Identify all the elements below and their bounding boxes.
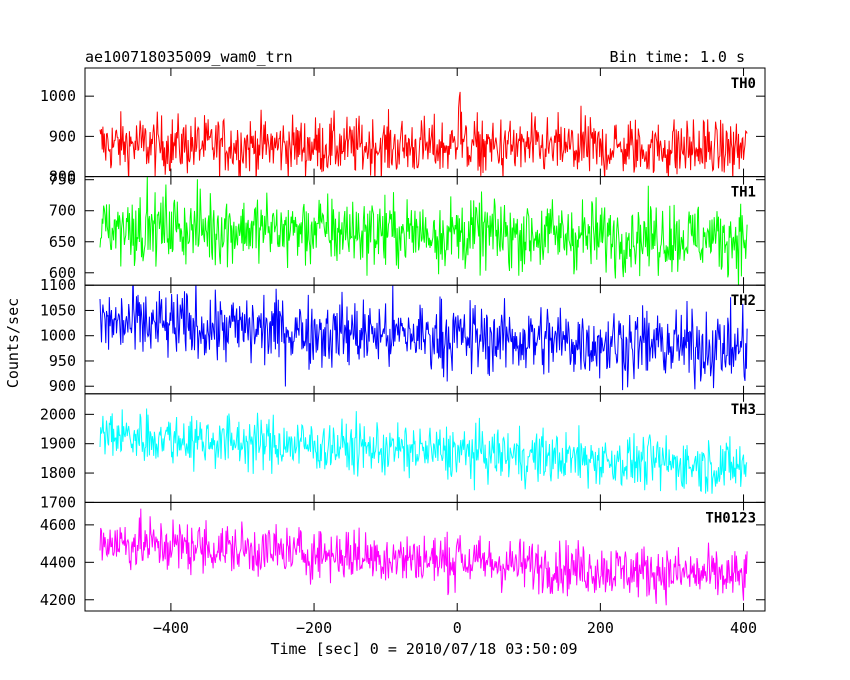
y-axis-title: Counts/sec [4,298,22,388]
y-tick-label: 1800 [40,464,76,482]
panel-th1: 600 650 700 750 TH1 [49,171,766,286]
y-tick-label: 800 [49,168,76,186]
y-tick-label: 750 [49,171,76,189]
panel-label-th0123: TH0123 [705,510,756,526]
x-tick-label: 200 [587,619,614,637]
panel-th0123: 4200 4400 4600 TH0123 [40,501,766,612]
bin-time-label: Bin time: 1.0 s [610,48,745,66]
panel-label-th0: TH0 [731,76,756,92]
y-tick-label: 1000 [40,87,76,105]
y-tick-label: 4600 [40,516,76,534]
chart-title: ae100718035009_wam0_trn [85,48,293,66]
y-tick-label: 600 [49,264,76,282]
y-tick-label: 950 [49,352,76,370]
y-tick-label: 650 [49,233,76,251]
series-line-th3 [99,408,748,494]
panel-label-th3: TH3 [731,402,756,418]
y-tick-label: 1100 [40,276,76,294]
panel-th0: 800 900 1000 TH0 [40,67,766,186]
series-line-th0 [99,91,748,177]
panel-frame [84,501,766,612]
y-tick-label: 1000 [40,327,76,345]
series-line-th2 [99,285,748,391]
series-line-th1 [99,176,748,286]
y-tick-label: 1700 [40,493,76,511]
panel-label-th1: TH1 [731,185,756,201]
y-tick-label: 900 [49,127,76,145]
y-tick-label: 2000 [40,405,76,423]
y-tick-label: 1050 [40,301,76,319]
x-tick-label: −400 [153,619,189,637]
x-tick-label: 0 [453,619,462,637]
x-tick-label: −200 [296,619,332,637]
series-line-th0123 [99,508,748,606]
y-tick-label: 700 [49,202,76,220]
x-axis-title: Time [sec] 0 = 2010/07/18 03:50:09 [270,640,577,658]
panel-th3: 1700 1800 1900 2000 TH3 [40,393,766,511]
panel-label-th2: TH2 [731,293,756,309]
y-tick-label: 4200 [40,591,76,609]
panels-group: 800 900 1000 TH0 600 650 700 750 TH1 900 950 1000 10… [40,67,766,637]
y-tick-label: 4400 [40,553,76,571]
y-tick-label: 900 [49,377,76,395]
panel-th2: 900 950 1000 1050 1100 TH2 [40,276,766,395]
y-tick-label: 1900 [40,435,76,453]
x-tick-label: 400 [730,619,757,637]
